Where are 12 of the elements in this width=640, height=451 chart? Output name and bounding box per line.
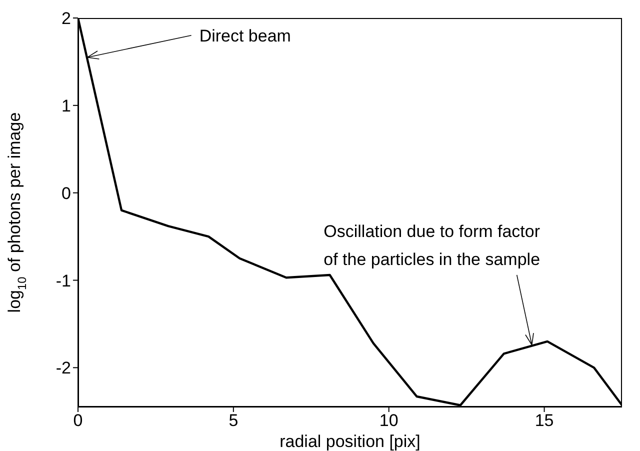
x-tick-label: 15 — [534, 411, 554, 430]
annotation: Direct beam — [199, 26, 291, 46]
y-tick-label: 2 — [62, 9, 71, 28]
y-tick-label: -1 — [56, 271, 71, 290]
y-tick-label: 0 — [62, 184, 71, 203]
x-axis-title: radial position [pix] — [280, 432, 420, 451]
annotation: of the particles in the sample — [324, 250, 540, 269]
y-tick-label: -2 — [56, 358, 71, 378]
annotation: Oscillation due to form factor — [324, 222, 540, 241]
x-tick-label: 5 — [228, 411, 238, 430]
x-tick-label: 10 — [379, 411, 398, 430]
y-tick-label: 1 — [62, 96, 71, 116]
